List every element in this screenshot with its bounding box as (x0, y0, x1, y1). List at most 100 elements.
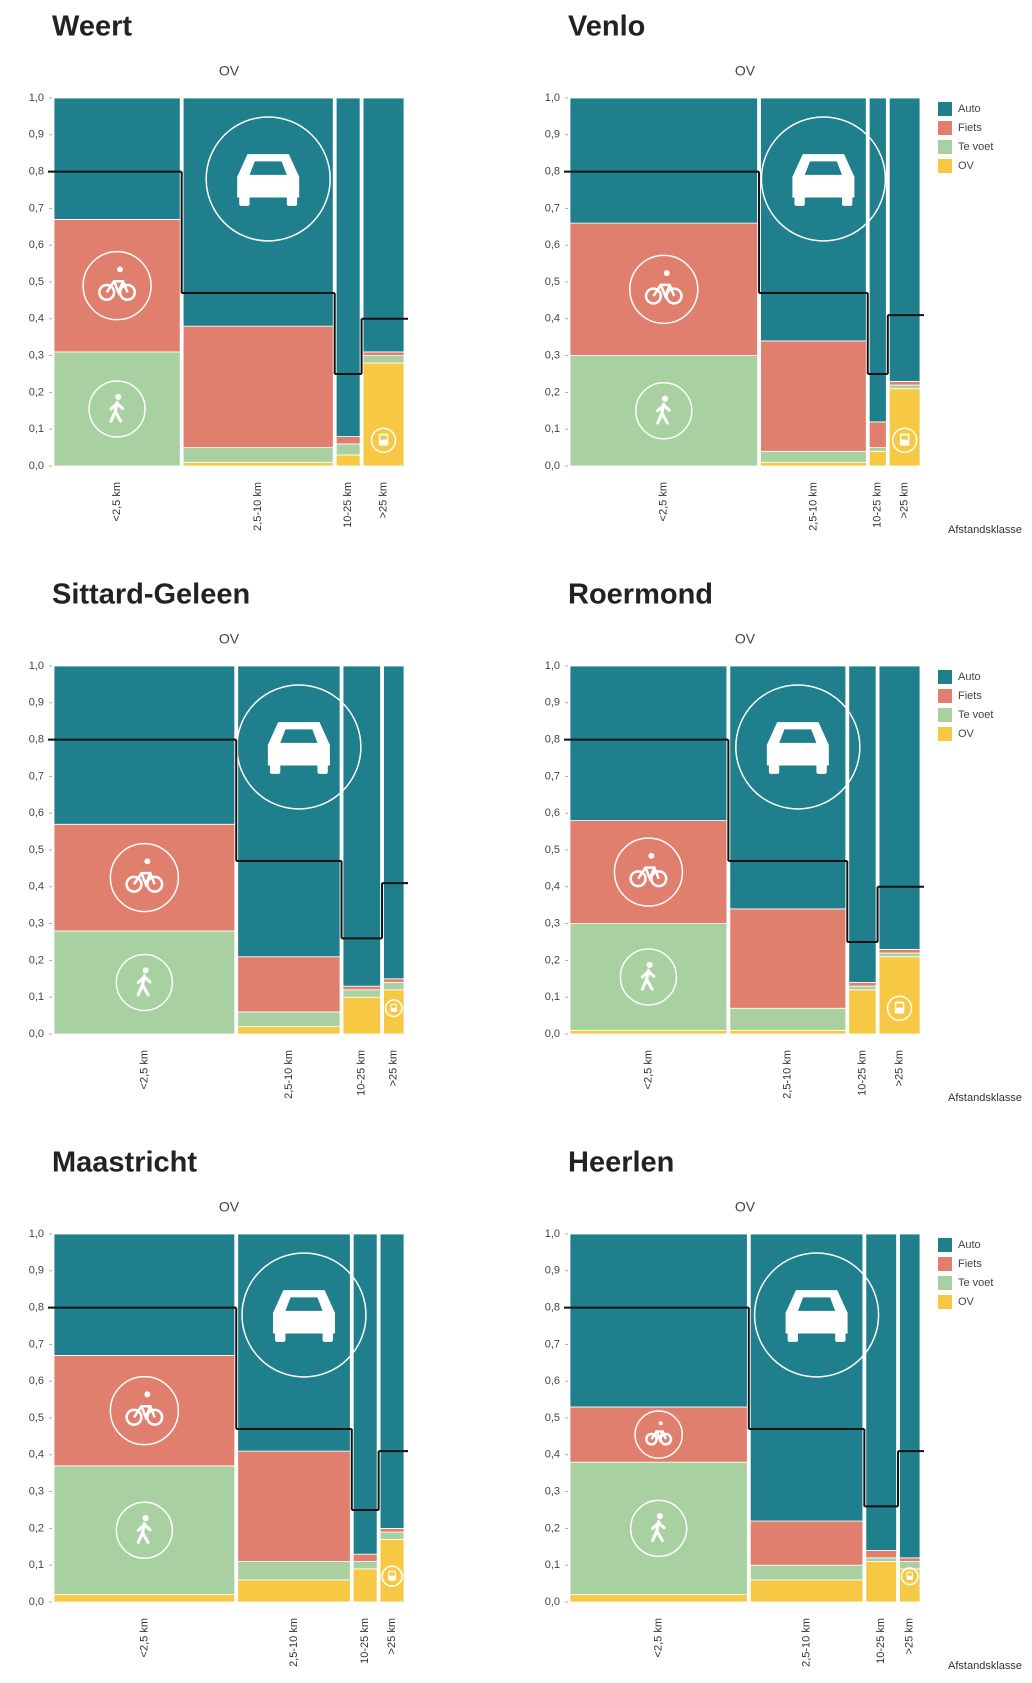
bike-rider (144, 858, 151, 865)
segment (760, 450, 867, 463)
train-window (380, 435, 387, 440)
car-wheel (269, 763, 281, 774)
y-tick-label: 0,3 (29, 1486, 44, 1498)
icon-ring (82, 250, 152, 321)
y-tick-label: 0,2 (29, 1522, 44, 1534)
y-tick-label: 0,1 (545, 1559, 560, 1571)
bike-rider (144, 1391, 151, 1398)
y-tick-label: 1,0 (545, 92, 560, 104)
y-tick-label: 1,0 (29, 660, 44, 672)
segment (569, 1029, 728, 1035)
chart-title: Maastricht (52, 1147, 197, 1179)
bike-wheel (125, 1408, 143, 1426)
x-tick-label: 10-25 km (356, 1050, 368, 1096)
legend-swatch (938, 159, 952, 173)
segment (569, 97, 758, 224)
car-window (779, 729, 817, 743)
car-wheel (239, 195, 250, 206)
bike-wheel (146, 1408, 164, 1426)
x-tick-label: <2,5 km (111, 482, 123, 521)
walker-body (136, 1522, 152, 1544)
segment (899, 1557, 921, 1562)
segment (342, 989, 381, 998)
icon-ring (115, 953, 174, 1012)
legend-swatch (938, 670, 952, 684)
chart-title: Roermond (568, 579, 713, 611)
chart-title: Sittard-Geleen (52, 579, 250, 611)
icon-ring (629, 1499, 688, 1558)
bike-rider (663, 270, 670, 277)
segment (878, 956, 921, 1035)
bike-wheel (644, 287, 663, 305)
bike-wheel (629, 870, 647, 888)
walker-head (115, 393, 122, 400)
segment (352, 1233, 378, 1555)
x-tick-label: <2,5 km (653, 1618, 665, 1657)
y-tick-label: 0,1 (545, 991, 560, 1003)
segment (888, 388, 921, 467)
walker-body (651, 1520, 666, 1543)
icon-ring (619, 948, 678, 1006)
train-window (391, 1004, 397, 1008)
segment (342, 996, 381, 1035)
icon-ring (629, 254, 699, 325)
x-tick-label: 2,5-10 km (782, 1050, 794, 1099)
car-wheel (768, 763, 780, 774)
segment (182, 325, 334, 449)
segment (749, 1579, 864, 1603)
y-tick-label: 0,9 (29, 1265, 44, 1277)
legend-swatch (938, 1276, 952, 1290)
segment (888, 97, 921, 382)
segment (53, 1594, 236, 1603)
train-window (901, 435, 909, 440)
legend-label: OV (958, 1296, 975, 1308)
walker-head (142, 1515, 149, 1522)
x-tick-label: >25 km (377, 482, 389, 518)
x-tick-label: >25 km (899, 482, 911, 518)
y-tick-label: 0,8 (29, 1302, 44, 1314)
y-tick-label: 0,5 (545, 844, 560, 856)
segment (865, 1561, 897, 1603)
segment (569, 1594, 748, 1603)
segment (237, 1233, 351, 1452)
legend-label: OV (958, 728, 975, 740)
segment (379, 1531, 405, 1540)
car-window (285, 1297, 323, 1311)
legend-label: Fiets (958, 690, 982, 702)
y-tick-label: 0,2 (545, 954, 560, 966)
segment (237, 1011, 341, 1028)
segment (878, 948, 921, 954)
segment (352, 1561, 378, 1570)
icon-ring (370, 427, 397, 453)
x-tick-label: 10-25 km (875, 1618, 887, 1664)
y-tick-label: 1,0 (29, 1228, 44, 1240)
x-tick-label: >25 km (904, 1618, 916, 1654)
x-tick-label: >25 km (388, 1050, 400, 1086)
y-tick-label: 0,9 (545, 1265, 560, 1277)
car-wheel (317, 763, 328, 774)
car-wheel (322, 1331, 333, 1342)
bike-wheel (146, 875, 164, 893)
segment (53, 665, 236, 825)
chart-panel: Maastricht OV 0,0 0,1 0,2 0,3 0,4 0,5 0,6 0,7 0,8 0… (29, 1147, 408, 1667)
y-tick-label: 1,0 (29, 92, 44, 104)
segment (749, 1520, 864, 1566)
walker-head (656, 1513, 663, 1520)
segment (848, 989, 877, 1035)
icon-ring (205, 116, 331, 242)
chart-panel: Venlo OV 0,0 0,1 0,2 0,3 0,4 0,5 0,6 0,7 0,8 0,9 1,0… (545, 11, 1022, 536)
top-label: OV (219, 1199, 240, 1215)
segment (237, 1579, 351, 1603)
icon-ring (109, 842, 180, 913)
legend-swatch (938, 102, 952, 116)
x-tick-label: 2,5-10 km (283, 1050, 295, 1099)
chart-title: Weert (52, 11, 132, 43)
segment (569, 665, 728, 821)
y-tick-label: 0,5 (29, 844, 44, 856)
bike-wheel (645, 1432, 658, 1446)
car-icon (272, 1290, 335, 1334)
bike-frame (105, 279, 129, 296)
legend-label: Auto (958, 103, 981, 115)
segment (888, 384, 921, 390)
y-tick-label: 0,7 (545, 202, 560, 214)
